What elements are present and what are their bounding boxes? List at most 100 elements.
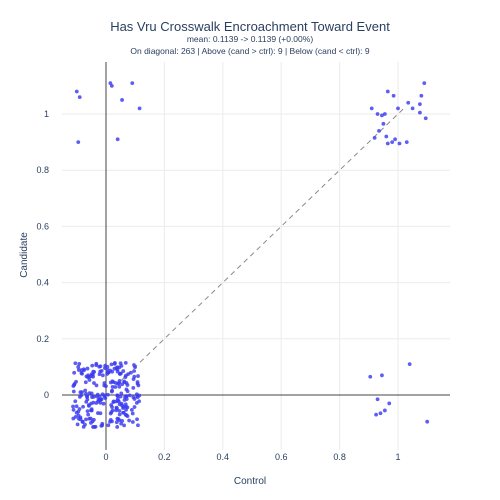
diagonal-zero-point	[108, 368, 113, 373]
diagonal-zero-point	[114, 420, 119, 425]
diagonal-zero-point	[125, 389, 130, 394]
diagonal-zero-point	[85, 366, 90, 371]
diagonal-zero-point	[81, 404, 85, 409]
diagonal-zero-point	[106, 423, 111, 428]
y-axis-label: Candidate	[19, 232, 30, 278]
above-diagonal-point	[109, 84, 114, 88]
diagonal-zero-point	[86, 375, 90, 380]
diagonal-one-point	[418, 102, 422, 107]
diagonal-zero-point	[110, 405, 114, 409]
diagonal-zero-point	[123, 375, 128, 380]
diagonal-zero-point	[71, 407, 76, 412]
diagonal-zero-point	[129, 407, 134, 412]
below-diagonal-point	[407, 362, 412, 366]
below-diagonal-point	[387, 401, 392, 406]
diagonal-one-point	[419, 93, 424, 98]
diagonal-zero-point	[71, 404, 75, 409]
diagonal-zero-point	[97, 364, 102, 369]
diagonal-zero-point	[117, 384, 122, 389]
above-diagonal-point	[115, 137, 120, 142]
diagonal-zero-point	[106, 392, 110, 397]
diagonal-one-point	[372, 135, 377, 140]
x-tick-labels: 0 0.2 0.4 0.6 0.8 1	[103, 452, 400, 462]
diagonal-zero-point	[75, 422, 80, 427]
above-diagonal-point	[108, 81, 113, 85]
diagonal-zero-point	[122, 398, 127, 402]
diagonal-zero-point	[73, 399, 78, 404]
diagonal-zero-point	[80, 390, 84, 395]
above-diagonal-point	[130, 81, 135, 85]
diagonal-zero-point	[118, 394, 123, 399]
diagonal-zero-point	[105, 372, 110, 376]
diagonal-one-point	[385, 89, 390, 94]
diagonal-zero-point	[130, 420, 135, 424]
diagonal-zero-point	[94, 383, 99, 388]
diagonal-zero-point	[92, 425, 97, 429]
above-diagonal-point	[74, 89, 79, 94]
diagonal-zero-point	[74, 410, 79, 415]
diagonal-one-point	[422, 81, 427, 85]
diagonal-zero-point	[117, 402, 122, 407]
diagonal-reference-line	[120, 108, 405, 382]
diagonal-zero-point	[111, 399, 116, 404]
diagonal-zero-point	[135, 417, 139, 422]
diagonal-one-point	[377, 128, 381, 133]
diagonal-one-point	[382, 112, 387, 116]
y-tick-label: 1	[44, 109, 49, 119]
x-tick-label: 0	[103, 452, 108, 462]
diagonal-zero-point	[110, 388, 114, 393]
diagonal-zero-point	[89, 391, 94, 396]
diagonal-one-point	[423, 116, 428, 121]
diagonal-zero-point	[120, 418, 125, 423]
above-diagonal-point	[77, 95, 82, 100]
below-diagonal-point	[375, 397, 380, 402]
y-tick-label: 0.4	[36, 278, 49, 288]
diagonal-zero-point	[77, 362, 82, 366]
diagonal-one-point	[404, 140, 409, 145]
diagonal-one-point	[396, 106, 400, 111]
diagonal-zero-point	[82, 367, 86, 372]
diagonal-one-point	[390, 140, 395, 145]
diagonal-zero-point	[114, 408, 119, 413]
diagonal-zero-point	[96, 411, 100, 415]
diagonal-zero-point	[81, 424, 86, 429]
diagonal-zero-point	[117, 379, 122, 383]
diagonal-zero-point	[134, 400, 139, 405]
x-tick-label: 0.6	[275, 452, 288, 462]
diagonal-one-point	[418, 110, 422, 115]
diagonal-zero-point	[113, 381, 118, 385]
diagonal-zero-point	[108, 411, 113, 416]
below-diagonal-point	[374, 412, 378, 417]
diagonal-zero-point	[103, 396, 108, 401]
diagonal-zero-point	[84, 417, 88, 422]
diagonal-zero-point	[96, 397, 101, 402]
diagonal-zero-point	[83, 388, 88, 393]
diagonal-zero-point	[132, 374, 137, 379]
diagonal-zero-point	[94, 363, 99, 368]
diagonal-one-point	[391, 93, 396, 98]
diagonal-one-point	[375, 112, 380, 116]
above-diagonal-point	[76, 140, 81, 145]
above-diagonal-point	[120, 98, 124, 102]
diagonal-zero-point	[119, 391, 124, 396]
diagonal-zero-point	[91, 400, 96, 405]
diagonal-zero-point	[80, 419, 85, 424]
diagonal-zero-point	[92, 381, 96, 385]
diagonal-zero-point	[77, 407, 82, 411]
diagonal-zero-point	[117, 412, 122, 417]
diagonal-zero-point	[71, 416, 76, 421]
below-diagonal-point	[378, 411, 383, 416]
diagonal-zero-point	[124, 413, 129, 417]
diagonal-zero-point	[88, 416, 93, 421]
diagonal-zero-point	[136, 374, 140, 378]
chart-subtitle-mean: mean: 0.1139 -> 0.1139 (+0.00%)	[187, 34, 313, 44]
diagonal-zero-point	[112, 361, 117, 366]
diagonal-zero-point	[101, 401, 106, 406]
diagonal-zero-point	[94, 394, 99, 399]
y-tick-labels: 0 0.2 0.4 0.6 0.8 1	[36, 109, 49, 400]
diagonal-zero-point	[123, 402, 128, 407]
y-tick-label: 0.8	[36, 165, 49, 175]
x-tick-label: 0.4	[217, 452, 230, 462]
diagonal-one-point	[397, 141, 402, 146]
